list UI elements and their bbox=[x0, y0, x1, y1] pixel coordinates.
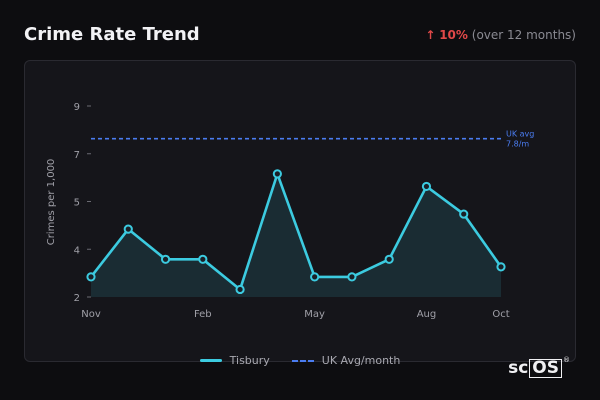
logo-text: sc bbox=[508, 358, 529, 378]
trend-change: ↑ 10% (over 12 months) bbox=[425, 28, 576, 42]
registered-mark: ® bbox=[563, 356, 570, 364]
up-arrow-icon: ↑ bbox=[425, 28, 436, 42]
y-tick-label: 2 bbox=[74, 293, 80, 304]
y-axis-label: Crimes per 1,000 bbox=[46, 159, 57, 246]
y-tick-label: 7 bbox=[74, 150, 80, 161]
x-tick-label: Aug bbox=[417, 309, 437, 320]
series-area bbox=[91, 173, 501, 297]
x-tick-label: Nov bbox=[81, 309, 101, 320]
logo-boxed-text: OS bbox=[529, 358, 562, 378]
uk-average-label: UK avg bbox=[506, 130, 534, 139]
legend-item-series[interactable]: Tisbury bbox=[199, 354, 270, 367]
change-percent: 10% bbox=[439, 28, 468, 42]
chart-card bbox=[24, 60, 576, 362]
y-tick-label: 5 bbox=[74, 198, 80, 209]
y-tick-label: 4 bbox=[74, 245, 80, 256]
data-point bbox=[384, 254, 394, 264]
y-tick-label: 9 bbox=[74, 102, 80, 113]
change-period: (over 12 months) bbox=[471, 28, 576, 42]
legend-average-label: UK Avg/month bbox=[321, 354, 401, 367]
x-tick-label: Oct bbox=[492, 309, 509, 320]
data-point bbox=[496, 262, 506, 272]
x-tick-label: Feb bbox=[194, 309, 212, 320]
legend-item-average[interactable]: UK Avg/month bbox=[291, 354, 401, 367]
data-point bbox=[310, 272, 320, 282]
series-swatch bbox=[199, 359, 222, 362]
data-point bbox=[421, 181, 432, 192]
data-point bbox=[160, 254, 171, 264]
page-title: Crime Rate Trend bbox=[24, 24, 200, 45]
brand-logo: sc OS ® bbox=[508, 356, 570, 378]
data-point bbox=[347, 272, 357, 282]
data-point bbox=[459, 209, 469, 219]
average-swatch bbox=[291, 359, 314, 362]
data-point bbox=[272, 169, 282, 179]
data-point bbox=[86, 272, 96, 282]
legend-series-label: Tisbury bbox=[229, 354, 270, 367]
uk-average-value-label: 7.8/m bbox=[506, 140, 529, 149]
data-point bbox=[123, 224, 133, 234]
series-line-tisbury bbox=[89, 172, 503, 291]
data-point bbox=[198, 254, 208, 264]
x-tick-label: May bbox=[304, 309, 325, 320]
chart-legend: Tisbury UK Avg/month bbox=[0, 354, 600, 367]
data-point bbox=[235, 284, 245, 295]
